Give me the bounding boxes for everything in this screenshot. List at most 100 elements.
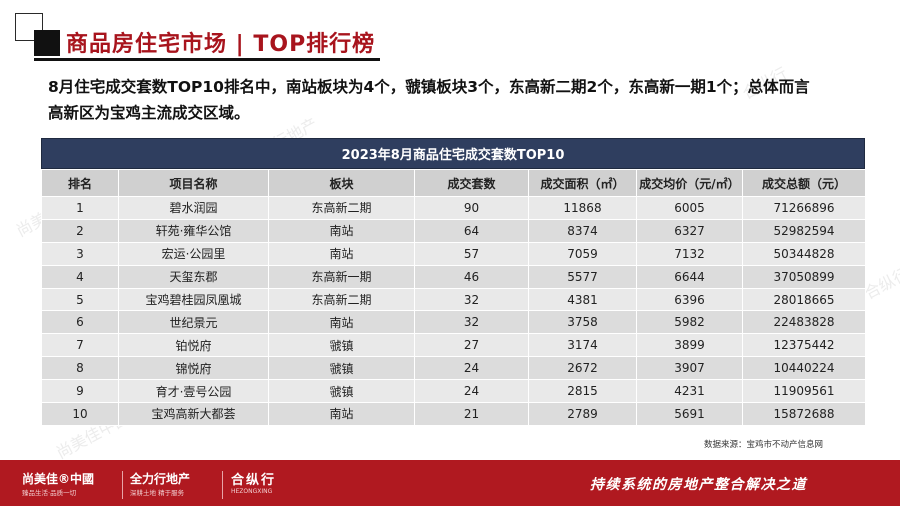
table-row: 10 宝鸡高新大都荟 南站 21 2789 5691 15872688 [41, 402, 866, 426]
cell-project: 宝鸡高新大都荟 [118, 402, 269, 426]
logo-hezongxing-tagline: HEZONGXING [231, 488, 273, 495]
cell-project: 铂悦府 [118, 333, 269, 358]
cell-area: 7059 [528, 241, 637, 266]
cell-units: 27 [414, 333, 529, 358]
table-row: 4 天玺东郡 东高新一期 46 5577 6644 37050899 [41, 264, 866, 289]
table-header-row: 排名 项目名称 板块 成交套数 成交面积（㎡） 成交均价（元/㎡） 成交总额（元… [41, 169, 866, 197]
intro-line-2: 高新区为宝鸡主流成交区域。 [48, 104, 250, 122]
cell-avg-price: 6005 [636, 196, 743, 220]
cell-rank: 7 [41, 333, 119, 358]
cell-avg-price: 4231 [636, 379, 743, 404]
table-row: 6 世纪景元 南站 32 3758 5982 22483828 [41, 310, 866, 335]
cell-rank: 5 [41, 287, 119, 312]
cell-district: 东高新二期 [268, 196, 415, 220]
cell-avg-price: 3899 [636, 333, 743, 358]
cell-project: 锦悦府 [118, 356, 269, 381]
cell-area: 2789 [528, 402, 637, 426]
cell-total: 10440224 [742, 356, 866, 381]
cell-units: 90 [414, 196, 529, 220]
table-row: 7 铂悦府 虢镇 27 3174 3899 12375442 [41, 333, 866, 358]
cell-avg-price: 5982 [636, 310, 743, 335]
cell-units: 32 [414, 287, 529, 312]
header-square-icon [34, 30, 60, 56]
table-row: 1 碧水润园 东高新二期 90 11868 6005 71266896 [41, 196, 866, 220]
cell-avg-price: 7132 [636, 241, 743, 266]
header-square-outline-icon [15, 13, 43, 41]
cell-area: 4381 [528, 287, 637, 312]
cell-rank: 6 [41, 310, 119, 335]
footer-divider [222, 471, 223, 499]
column-header-project: 项目名称 [118, 169, 269, 197]
table-row: 3 宏运·公园里 南站 57 7059 7132 50344828 [41, 241, 866, 266]
table-row: 8 锦悦府 虢镇 24 2672 3907 10440224 [41, 356, 866, 381]
column-header-district: 板块 [268, 169, 415, 197]
cell-avg-price: 6644 [636, 264, 743, 289]
cell-project: 宏运·公园里 [118, 241, 269, 266]
cell-rank: 10 [41, 402, 119, 426]
column-header-rank: 排名 [41, 169, 119, 197]
cell-units: 24 [414, 356, 529, 381]
cell-district: 南站 [268, 241, 415, 266]
intro-line-1: 8月住宅成交套数TOP10排名中，南站板块为4个，虢镇板块3个，东高新二期2个，… [48, 78, 810, 96]
cell-total: 52982594 [742, 218, 866, 243]
cell-total: 71266896 [742, 196, 866, 220]
logo-quanlixing-tagline: 深耕土地 精于服务 [130, 489, 185, 497]
cell-district: 南站 [268, 310, 415, 335]
top10-table: 排名 项目名称 板块 成交套数 成交面积（㎡） 成交均价（元/㎡） 成交总额（元… [41, 169, 866, 426]
cell-units: 21 [414, 402, 529, 426]
cell-area: 5577 [528, 264, 637, 289]
cell-district: 虢镇 [268, 379, 415, 404]
cell-district: 南站 [268, 218, 415, 243]
data-source-note: 数据来源：宝鸡市不动产信息网 [704, 440, 824, 450]
cell-total: 11909561 [742, 379, 866, 404]
cell-units: 24 [414, 379, 529, 404]
table-title: 2023年8月商品住宅成交套数TOP10 [41, 138, 865, 169]
cell-area: 3174 [528, 333, 637, 358]
cell-area: 8374 [528, 218, 637, 243]
footer-bar [0, 460, 900, 506]
cell-avg-price: 3907 [636, 356, 743, 381]
cell-district: 东高新二期 [268, 287, 415, 312]
footer-slogan: 持续系统的房地产整合解决之道 [590, 477, 807, 493]
cell-avg-price: 6396 [636, 287, 743, 312]
cell-rank: 8 [41, 356, 119, 381]
cell-rank: 4 [41, 264, 119, 289]
page-title: 商品房住宅市场 | TOP排行榜 [66, 32, 376, 57]
cell-units: 46 [414, 264, 529, 289]
footer-divider [122, 471, 123, 499]
column-header-total: 成交总额（元） [742, 169, 866, 197]
header-divider [34, 58, 380, 61]
cell-district: 东高新一期 [268, 264, 415, 289]
cell-project: 宝鸡碧桂园凤凰城 [118, 287, 269, 312]
cell-rank: 9 [41, 379, 119, 404]
cell-avg-price: 6327 [636, 218, 743, 243]
cell-project: 碧水润园 [118, 196, 269, 220]
table-body: 1 碧水润园 东高新二期 90 11868 6005 71266896 2 轩苑·雍华公馆 南站 6… [41, 196, 866, 426]
logo-shangmeijia-tagline: 臻品生活·品质一切 [22, 489, 77, 497]
cell-total: 50344828 [742, 241, 866, 266]
cell-rank: 3 [41, 241, 119, 266]
column-header-units: 成交套数 [414, 169, 529, 197]
table-row: 5 宝鸡碧桂园凤凰城 东高新二期 32 4381 6396 28018665 [41, 287, 866, 312]
cell-units: 64 [414, 218, 529, 243]
table-row: 9 育才·壹号公园 虢镇 24 2815 4231 11909561 [41, 379, 866, 404]
logo-shangmeijia: 尚美佳®中國 [22, 472, 95, 486]
cell-rank: 2 [41, 218, 119, 243]
intro-paragraph: 8月住宅成交套数TOP10排名中，南站板块为4个，虢镇板块3个，东高新二期2个，… [48, 74, 868, 126]
column-header-avg-price: 成交均价（元/㎡） [636, 169, 743, 197]
top10-table-container: 2023年8月商品住宅成交套数TOP10 排名 项目名称 板块 成交套数 成交面… [41, 138, 866, 426]
cell-area: 11868 [528, 196, 637, 220]
cell-project: 世纪景元 [118, 310, 269, 335]
cell-avg-price: 5691 [636, 402, 743, 426]
cell-total: 15872688 [742, 402, 866, 426]
cell-rank: 1 [41, 196, 119, 220]
cell-area: 3758 [528, 310, 637, 335]
cell-area: 2815 [528, 379, 637, 404]
cell-district: 虢镇 [268, 333, 415, 358]
cell-units: 32 [414, 310, 529, 335]
cell-total: 28018665 [742, 287, 866, 312]
cell-total: 12375442 [742, 333, 866, 358]
logo-hezongxing: 合纵行 [231, 473, 277, 488]
logo-quanlixing: 全力行地产 [130, 472, 191, 486]
cell-total: 37050899 [742, 264, 866, 289]
